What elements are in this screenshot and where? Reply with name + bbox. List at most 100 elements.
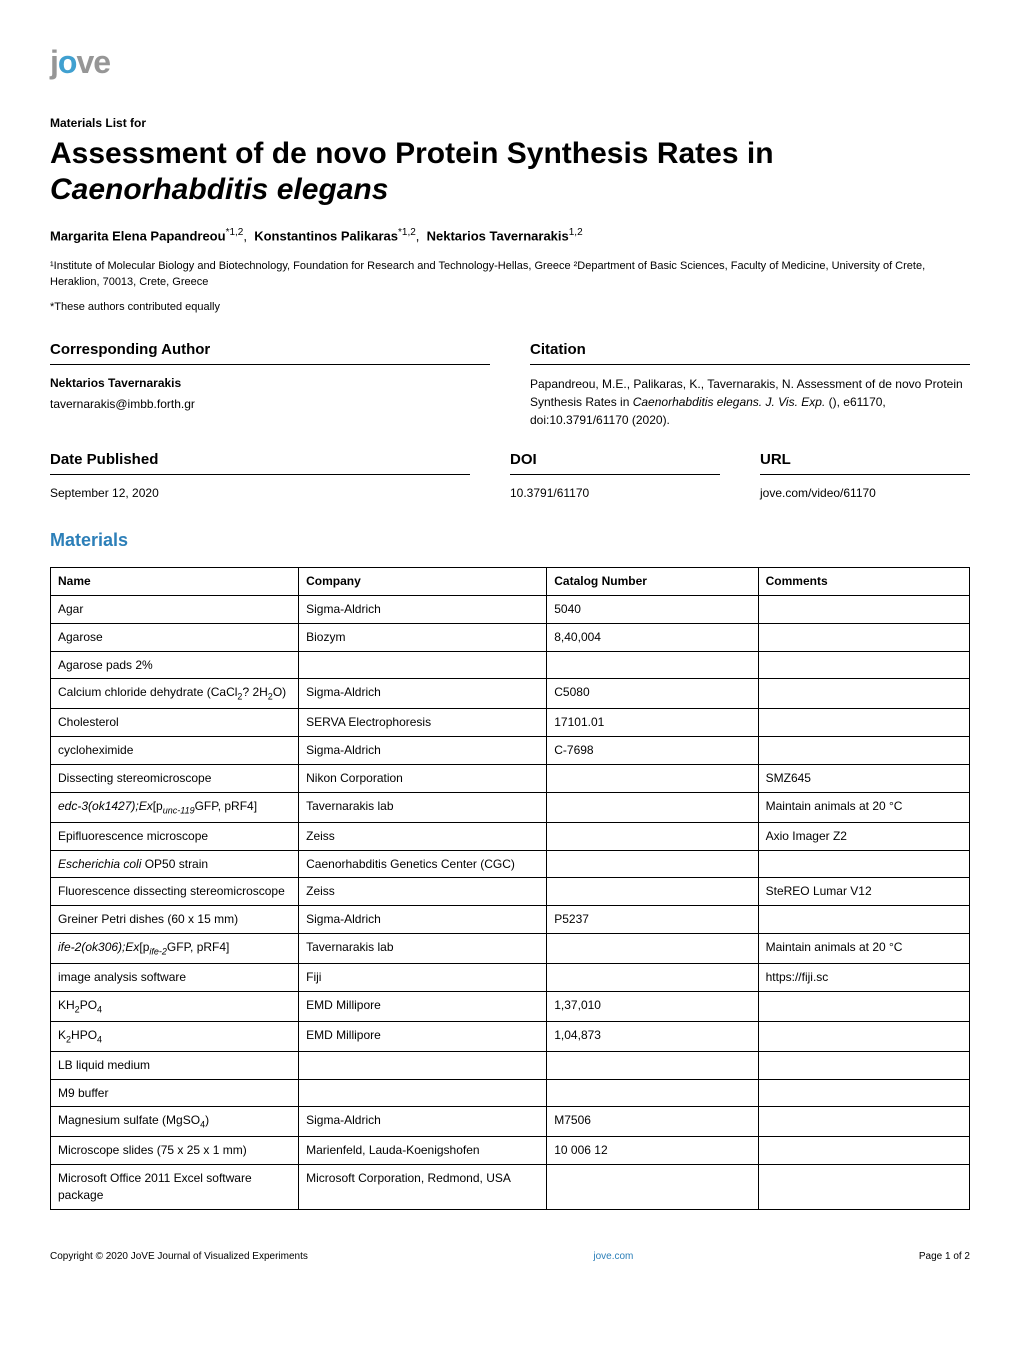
author-1: Margarita Elena Papandreou [50,228,226,243]
cell-name: LB liquid medium [51,1051,299,1079]
url-value: jove.com/video/61170 [760,485,970,502]
table-row: Dissecting stereomicroscopeNikon Corpora… [51,765,970,793]
cell-name: K2HPO4 [51,1021,299,1051]
materials-heading: Materials [50,528,970,553]
cell-name: Microsoft Office 2011 Excel software pac… [51,1165,299,1210]
citation-text: Papandreou, M.E., Palikaras, K., Taverna… [530,375,970,429]
title-line2-italic: Caenorhabditis elegans [50,173,388,206]
cell-company: Sigma-Aldrich [299,1107,547,1137]
citation-heading: Citation [530,339,970,365]
cell-name: image analysis software [51,963,299,991]
cell-catalog: 1,04,873 [547,1021,758,1051]
cell-catalog [547,651,758,679]
footer-link: jove.com [593,1250,633,1264]
cell-comments [758,1165,969,1210]
doi-value: 10.3791/61170 [510,485,720,502]
cell-catalog: C5080 [547,679,758,709]
cell-catalog [547,792,758,822]
table-row: K2HPO4EMD Millipore1,04,873 [51,1021,970,1051]
date-published-heading: Date Published [50,449,470,475]
footer-copyright: Copyright © 2020 JoVE Journal of Visuali… [50,1250,308,1264]
cell-catalog [547,878,758,906]
cell-comments [758,679,969,709]
cell-catalog: M7506 [547,1107,758,1137]
title-line1: Assessment of de novo Protein Synthesis … [50,137,774,170]
table-row: CholesterolSERVA Electrophoresis17101.01 [51,709,970,737]
th-catalog: Catalog Number [547,568,758,596]
table-row: AgarSigma-Aldrich5040 [51,596,970,624]
table-row: edc-3(ok1427);Ex[punc-119GFP, pRF4]Taver… [51,792,970,822]
article-title: Assessment of de novo Protein Synthesis … [50,136,970,208]
affiliations: ¹Institute of Molecular Biology and Biot… [50,259,970,290]
table-row: Microsoft Office 2011 Excel software pac… [51,1165,970,1210]
table-row: Escherichia coli OP50 strainCaenorhabdit… [51,850,970,878]
cell-company: Marienfeld, Lauda-Koenigshofen [299,1137,547,1165]
cell-comments [758,709,969,737]
date-published-value: September 12, 2020 [50,485,470,502]
cell-company [299,1051,547,1079]
th-comments: Comments [758,568,969,596]
cell-name: Agarose pads 2% [51,651,299,679]
cell-name: KH2PO4 [51,991,299,1021]
materials-table: Name Company Catalog Number Comments Aga… [50,567,970,1209]
cell-catalog [547,1051,758,1079]
cell-catalog: 10 006 12 [547,1137,758,1165]
table-row: Calcium chloride dehydrate (CaCl2? 2H2O)… [51,679,970,709]
cell-name: cycloheximide [51,737,299,765]
cell-name: Agar [51,596,299,624]
cell-company: Sigma-Aldrich [299,737,547,765]
cell-comments [758,651,969,679]
date-published-block: Date Published September 12, 2020 [50,449,470,502]
cell-catalog: P5237 [547,906,758,934]
cell-company [299,651,547,679]
cell-comments [758,1021,969,1051]
author-3: Nektarios Tavernarakis [427,228,569,243]
footer-page: Page 1 of 2 [919,1250,970,1264]
cell-company: Caenorhabditis Genetics Center (CGC) [299,850,547,878]
cell-comments [758,991,969,1021]
cell-company: Microsoft Corporation, Redmond, USA [299,1165,547,1210]
table-row: Microscope slides (75 x 25 x 1 mm)Marien… [51,1137,970,1165]
cell-company: Sigma-Aldrich [299,906,547,934]
cell-name: ife-2(ok306);Ex[pife-2GFP, pRF4] [51,934,299,964]
cell-comments [758,596,969,624]
table-row: image analysis softwareFijihttps://fiji.… [51,963,970,991]
th-name: Name [51,568,299,596]
equal-contribution-note: *These authors contributed equally [50,300,970,315]
cell-catalog: 5040 [547,596,758,624]
cell-comments: https://fiji.sc [758,963,969,991]
cell-catalog [547,850,758,878]
cell-company: EMD Millipore [299,1021,547,1051]
cell-comments [758,1051,969,1079]
author-2-sup: *1,2 [398,227,416,238]
author-3-sup: 1,2 [569,227,583,238]
author-list: Margarita Elena Papandreou*1,2, Konstant… [50,226,970,246]
table-row: LB liquid medium [51,1051,970,1079]
cell-comments: SMZ645 [758,765,969,793]
cell-company: Biozym [299,623,547,651]
cell-name: edc-3(ok1427);Ex[punc-119GFP, pRF4] [51,792,299,822]
corresponding-author-heading: Corresponding Author [50,339,490,365]
cell-comments [758,1107,969,1137]
materials-tbody: AgarSigma-Aldrich5040AgaroseBiozym8,40,0… [51,596,970,1210]
cell-comments: Axio Imager Z2 [758,822,969,850]
cell-name: Microscope slides (75 x 25 x 1 mm) [51,1137,299,1165]
cell-name: Fluorescence dissecting stereomicroscope [51,878,299,906]
cell-comments: Maintain animals at 20 °C [758,934,969,964]
cell-comments: Maintain animals at 20 °C [758,792,969,822]
corresponding-author-name: Nektarios Tavernarakis [50,375,490,392]
doi-block: DOI 10.3791/61170 [510,449,720,502]
corresponding-author-block: Corresponding Author Nektarios Tavernara… [50,339,490,429]
table-row: Agarose pads 2% [51,651,970,679]
cell-company: Zeiss [299,822,547,850]
cell-comments [758,906,969,934]
cell-name: Magnesium sulfate (MgSO4) [51,1107,299,1137]
cell-company: Nikon Corporation [299,765,547,793]
logo-accent: o [58,44,77,80]
citation-block: Citation Papandreou, M.E., Palikaras, K.… [530,339,970,429]
cell-name: M9 buffer [51,1079,299,1107]
cell-catalog [547,765,758,793]
cell-name: Agarose [51,623,299,651]
table-row: cycloheximideSigma-AldrichC-7698 [51,737,970,765]
cell-company: Sigma-Aldrich [299,596,547,624]
